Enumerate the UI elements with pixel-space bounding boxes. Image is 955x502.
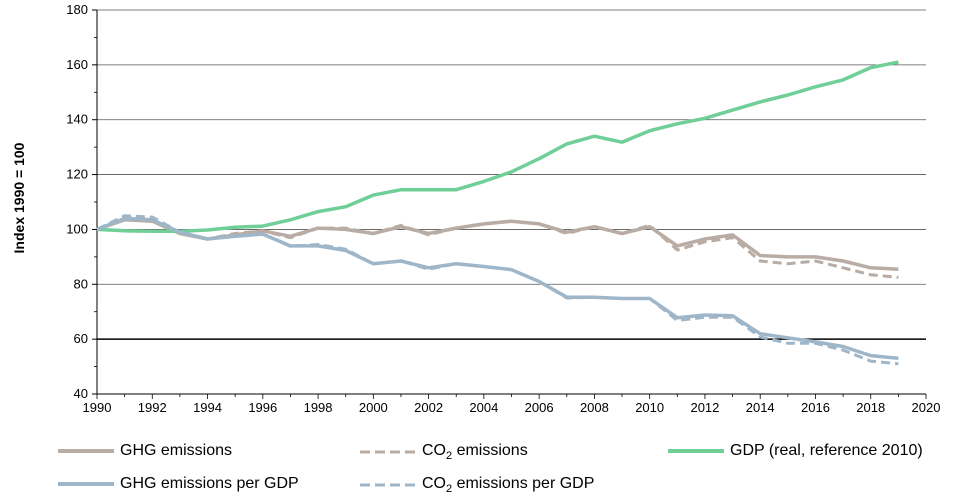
legend-label-co2-per-gdp: CO2 emissions per GDP [422, 475, 595, 496]
x-tick-label-2008: 2008 [580, 400, 609, 415]
y-tick-label-60: 60 [74, 331, 88, 346]
legend-label-co2-emissions: CO2 emissions [422, 442, 528, 463]
gridlines [97, 9, 926, 340]
series-lines [96, 60, 899, 366]
legend-swatch-gdp [668, 449, 724, 453]
x-tick-label-2004: 2004 [469, 400, 498, 415]
series-line-gdp-real-reference-2010 [96, 60, 899, 234]
x-tick-label-1996: 1996 [248, 400, 277, 415]
y-tick-label-120: 120 [66, 167, 88, 182]
x-tick-label-2018: 2018 [856, 400, 885, 415]
legend-item-co2-per-gdp: CO2 emissions per GDP [360, 475, 594, 495]
legend-swatch-co2-per-gdp [360, 483, 416, 487]
x-tick-label-2010: 2010 [635, 400, 664, 415]
legend-item-ghg-per-gdp: GHG emissions per GDP [58, 475, 299, 493]
legend-item-ghg-emissions: GHG emissions [58, 442, 232, 460]
x-tick-label-2012: 2012 [690, 400, 719, 415]
x-tick-label-2002: 2002 [414, 400, 443, 415]
x-tick-label-2006: 2006 [525, 400, 554, 415]
legend: GHG emissions CO2 emissions GDP (real, r… [0, 436, 955, 502]
y-tick-label-40: 40 [74, 386, 88, 401]
legend-item-co2-emissions: CO2 emissions [360, 442, 528, 462]
y-tick-label-80: 80 [74, 276, 88, 291]
axes [92, 9, 927, 399]
x-tick-label-2020: 2020 [912, 400, 941, 415]
x-tick-label-1994: 1994 [193, 400, 222, 415]
legend-swatch-ghg-emissions [58, 449, 114, 453]
y-tick-label-180: 180 [66, 2, 88, 17]
tick-labels: 40 60 80 100 120 140 160 180 1990 1992 1994 1996 199… [66, 2, 940, 415]
series-line-co2-emissions [96, 215, 899, 279]
legend-item-gdp: GDP (real, reference 2010) [668, 442, 923, 460]
legend-swatch-co2-emissions [360, 450, 416, 454]
y-tick-label-160: 160 [66, 57, 88, 72]
y-axis-label: Index 1990 = 100 [11, 142, 27, 253]
legend-label-ghg-per-gdp: GHG emissions per GDP [120, 475, 299, 492]
x-tick-label-1998: 1998 [304, 400, 333, 415]
x-tick-label-2014: 2014 [746, 400, 775, 415]
series-line-ghg-emissions-per-gdp [96, 216, 899, 361]
legend-label-gdp: GDP (real, reference 2010) [730, 442, 923, 459]
legend-label-ghg-emissions: GHG emissions [120, 442, 233, 459]
series-line-co2-emissions-per-gdp [96, 214, 899, 366]
x-tick-label-1990: 1990 [83, 400, 112, 415]
y-tick-label-100: 100 [66, 221, 88, 236]
x-tick-label-1992: 1992 [138, 400, 167, 415]
line-chart: 40 60 80 100 120 140 160 180 1990 1992 1994 1996 199… [11, 2, 940, 415]
legend-swatch-ghg-per-gdp [58, 482, 114, 486]
x-tick-label-2000: 2000 [359, 400, 388, 415]
x-tick-label-2016: 2016 [801, 400, 830, 415]
y-tick-label-140: 140 [66, 112, 88, 127]
